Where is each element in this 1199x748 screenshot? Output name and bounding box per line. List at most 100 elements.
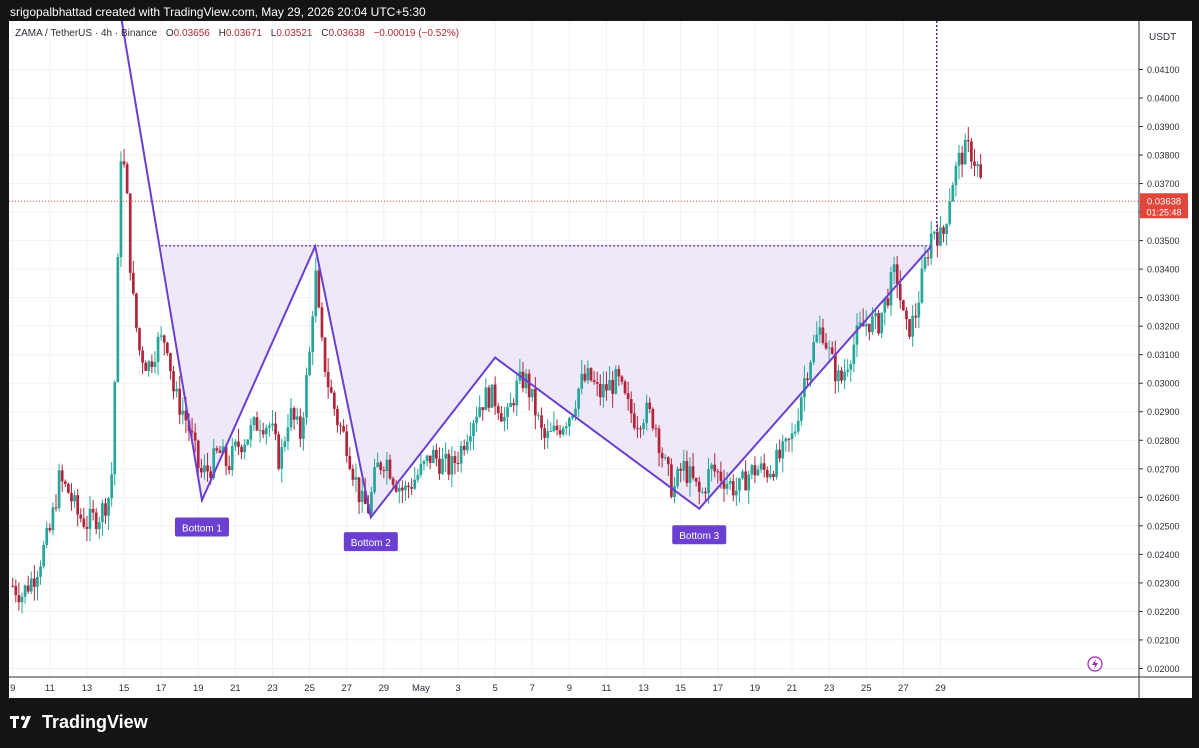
chart-panel[interactable]: Bottom 1 Bottom 2 Bottom 3 0.02000 0.02100 0… bbox=[9, 21, 1192, 698]
candle-body bbox=[750, 465, 754, 475]
candle-body bbox=[747, 474, 751, 491]
candle-body bbox=[302, 417, 305, 439]
candle-body bbox=[475, 416, 478, 424]
time-tick-label: 15 bbox=[119, 683, 130, 694]
price-tick-label: 0.02100 bbox=[1147, 635, 1180, 645]
low-value: 0.03521 bbox=[276, 28, 313, 39]
candle-body bbox=[444, 453, 448, 459]
price-tick-label: 0.02000 bbox=[1147, 664, 1180, 674]
candle-body bbox=[428, 455, 432, 463]
candle-body bbox=[809, 362, 812, 380]
candle-body bbox=[744, 471, 747, 491]
candle-body bbox=[568, 418, 571, 427]
candle-body bbox=[867, 323, 871, 333]
candle-body bbox=[852, 344, 856, 365]
price-tick-label: 0.02700 bbox=[1147, 464, 1180, 474]
price-tick-label: 0.02500 bbox=[1147, 521, 1180, 531]
candle-body bbox=[843, 371, 846, 381]
candle-body bbox=[203, 465, 206, 473]
pattern-labels[interactable]: Bottom 1 Bottom 2 Bottom 3 bbox=[174, 517, 727, 552]
candle-body bbox=[478, 407, 482, 417]
candle-body bbox=[348, 455, 352, 469]
candle-body bbox=[373, 467, 376, 493]
time-tick-label: 13 bbox=[638, 683, 649, 694]
pattern-zigzag[interactable] bbox=[120, 21, 932, 520]
price-tick-label: 0.03200 bbox=[1147, 322, 1180, 332]
lightning-icon bbox=[1087, 656, 1103, 672]
candle-body bbox=[397, 487, 401, 492]
time-tick-label: 25 bbox=[304, 683, 315, 694]
candle-body bbox=[447, 453, 451, 475]
candle-body bbox=[979, 164, 983, 178]
candle-body bbox=[537, 415, 540, 417]
price-tick-label: 0.03000 bbox=[1147, 379, 1180, 389]
last-price-value: 0.03638 bbox=[1147, 196, 1181, 207]
candle-body bbox=[401, 487, 404, 491]
candle-body bbox=[230, 446, 234, 471]
candle-body bbox=[929, 233, 933, 259]
candle-body bbox=[162, 335, 166, 343]
candle-body bbox=[23, 585, 27, 597]
header-bar: srigopalbhattad created with TradingView… bbox=[0, 0, 1199, 24]
candle-body bbox=[184, 410, 188, 421]
candle-body bbox=[153, 361, 157, 368]
candle-body bbox=[722, 480, 726, 489]
candle-body bbox=[159, 335, 163, 337]
high-key: H bbox=[218, 28, 226, 39]
countdown-value: 01:25:48 bbox=[1146, 207, 1181, 217]
candle-body bbox=[735, 490, 738, 496]
candle-body bbox=[688, 466, 692, 483]
candle-body bbox=[385, 459, 389, 472]
candle-body bbox=[512, 402, 516, 406]
candle-body bbox=[295, 416, 299, 420]
candle-body bbox=[769, 473, 772, 478]
candle-body bbox=[17, 595, 21, 603]
candle-body bbox=[710, 464, 713, 470]
candle-body bbox=[332, 392, 336, 409]
close-key: C bbox=[321, 28, 329, 39]
candle-body bbox=[898, 283, 902, 301]
candle-body bbox=[914, 315, 918, 318]
candle-body bbox=[855, 325, 859, 345]
candle-body bbox=[527, 373, 531, 398]
candle-body bbox=[26, 585, 30, 592]
candle-body bbox=[827, 347, 831, 349]
pattern-label-bg bbox=[672, 525, 727, 545]
candle-body bbox=[292, 408, 296, 420]
candle-body bbox=[654, 428, 658, 430]
candle-body bbox=[614, 369, 618, 394]
candle-body bbox=[60, 470, 64, 482]
price-tick-label: 0.04100 bbox=[1147, 65, 1180, 75]
candle-body bbox=[540, 415, 543, 429]
candle-body bbox=[190, 431, 194, 433]
candle-body bbox=[150, 361, 154, 368]
time-tick-label: 9 bbox=[567, 683, 572, 694]
time-tick-label: 3 bbox=[455, 683, 460, 694]
candle-body bbox=[413, 479, 417, 489]
candle-body bbox=[404, 485, 407, 491]
candle-body bbox=[370, 492, 373, 514]
tradingview-logo[interactable]: TradingView bbox=[10, 710, 148, 734]
candle-body bbox=[908, 319, 911, 337]
candle-body bbox=[973, 161, 976, 167]
candle-body bbox=[793, 431, 797, 434]
candle-body bbox=[88, 508, 92, 529]
candle-body bbox=[237, 441, 240, 447]
price-tick-label: 0.02300 bbox=[1147, 578, 1180, 588]
candle-body bbox=[329, 387, 333, 393]
overlay-lines bbox=[9, 21, 1139, 246]
candle-body bbox=[704, 491, 707, 494]
candle-body bbox=[970, 141, 973, 162]
candle-body bbox=[818, 327, 822, 335]
candle-body bbox=[249, 425, 253, 440]
candle-body bbox=[728, 481, 732, 484]
candle-body bbox=[311, 316, 315, 352]
candle-body bbox=[663, 457, 667, 459]
time-tick-label: 11 bbox=[602, 683, 612, 694]
candle-body bbox=[264, 427, 268, 435]
candle-body bbox=[141, 350, 144, 363]
candle-body bbox=[196, 440, 200, 469]
candle-body bbox=[70, 492, 73, 502]
ohlc-legend: ZAMA / TetherUS · 4h · Binance O0.03656 … bbox=[15, 28, 459, 39]
